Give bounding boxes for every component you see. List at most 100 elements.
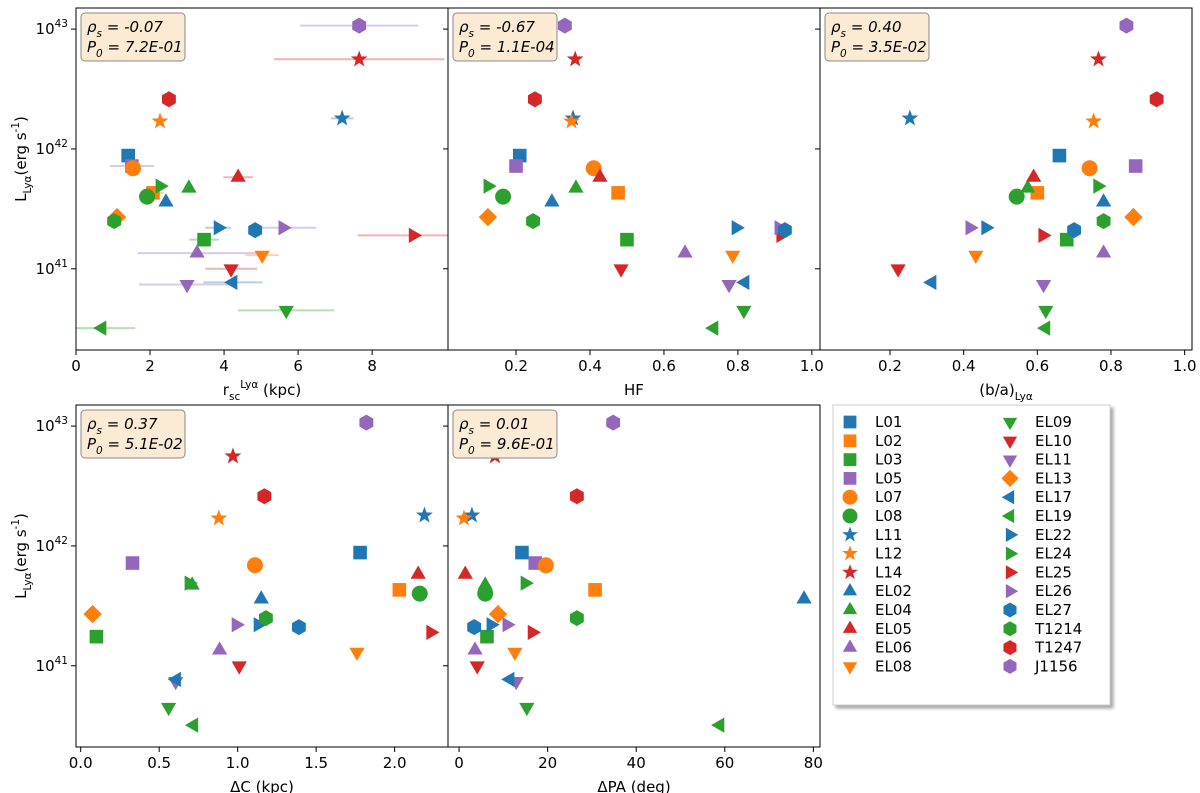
legend-marker — [1001, 469, 1019, 488]
data-point — [463, 506, 481, 523]
data-point — [181, 179, 197, 193]
data-point — [411, 585, 428, 602]
legend-marker — [1002, 417, 1018, 431]
stats-text: ρs = 0.01 — [459, 415, 530, 437]
data-point — [231, 661, 247, 675]
data-point — [527, 624, 541, 640]
data-point — [544, 193, 560, 207]
data-point — [968, 250, 984, 264]
legend-label: EL24 — [1035, 545, 1072, 563]
data-point — [620, 232, 634, 247]
data-point — [333, 109, 351, 126]
data-point — [161, 91, 176, 108]
legend-marker — [1003, 602, 1017, 618]
data-point — [155, 178, 169, 194]
data-point — [253, 590, 269, 604]
x-tick-label: 0 — [454, 754, 464, 772]
legend-marker — [842, 620, 858, 633]
data-point — [585, 160, 602, 177]
legend-marker — [842, 662, 858, 675]
data-point — [606, 414, 621, 431]
legend-marker — [842, 508, 858, 524]
legend-label: T1214 — [1034, 620, 1082, 638]
stats-box-bg — [452, 409, 558, 459]
x-tick-label: 0.2 — [878, 357, 902, 375]
data-point — [501, 671, 515, 687]
x-tick-label: 0.5 — [147, 754, 171, 772]
data-point — [349, 647, 365, 661]
data-point — [1081, 160, 1098, 177]
y-tick-label: 1043 — [36, 18, 68, 38]
legend-marker — [842, 601, 858, 615]
data-point — [467, 619, 482, 636]
legend-label: EL04 — [875, 601, 912, 619]
data-point — [257, 488, 272, 505]
data-point — [515, 545, 529, 560]
legend-marker — [1005, 527, 1019, 542]
legend-marker — [1003, 621, 1017, 637]
data-point — [426, 624, 440, 640]
stats-text: P0 = 7.2E-01 — [87, 38, 183, 60]
data-point — [278, 305, 294, 320]
legend-marker — [1005, 565, 1019, 580]
data-point — [725, 250, 741, 264]
data-point — [1095, 244, 1112, 258]
data-point — [796, 590, 812, 604]
stats-text: P0 = 5.1E-02 — [87, 435, 183, 457]
data-point — [488, 604, 508, 624]
y-tick-label: 1041 — [36, 258, 68, 278]
x-tick-label: 1.5 — [304, 754, 328, 772]
data-point — [408, 227, 423, 243]
legend-marker — [1001, 490, 1015, 505]
y-tick-label: 1042 — [36, 535, 68, 555]
data-point — [352, 17, 367, 34]
data-point — [1090, 50, 1107, 67]
x-tick-label: 0.2 — [504, 357, 528, 375]
axes-frame — [819, 7, 1193, 351]
data-point — [1026, 168, 1042, 182]
legend-marker — [842, 564, 858, 580]
data-point — [1035, 280, 1052, 294]
legend-box — [832, 404, 1111, 706]
data-point — [1052, 148, 1067, 163]
x-tick-label: 0.6 — [652, 357, 676, 375]
legend-label: L03 — [875, 451, 902, 469]
legend-marker — [1002, 455, 1018, 468]
data-point — [353, 545, 367, 560]
legend-marker — [1005, 546, 1019, 561]
stats-text: ρs = -0.07 — [87, 18, 163, 40]
data-point — [519, 702, 535, 717]
x-tick-label: 1.0 — [226, 754, 250, 772]
data-point — [890, 264, 906, 278]
legend-marker — [842, 526, 858, 542]
legend-label: EL26 — [1035, 582, 1072, 600]
x-tick-label: 60 — [715, 754, 734, 772]
y-axis-label: LLyα(erg s-1) — [10, 513, 34, 599]
legend-label: L05 — [875, 469, 902, 487]
legend-label: EL13 — [1035, 469, 1072, 487]
data-point — [1085, 112, 1103, 129]
data-point — [568, 179, 584, 193]
x-tick-label: 0.4 — [952, 357, 976, 375]
x-tick-label: 0.0 — [69, 754, 93, 772]
data-point — [213, 220, 227, 236]
legend-label: EL08 — [875, 657, 912, 675]
data-point — [158, 193, 174, 207]
x-tick-label: 0.8 — [726, 357, 750, 375]
data-point — [83, 604, 102, 624]
stats-box-bg — [80, 409, 186, 459]
data-point — [512, 148, 527, 163]
legend-label: EL25 — [1035, 563, 1072, 581]
data-point — [151, 112, 169, 129]
y-tick-label: 1043 — [36, 415, 68, 435]
data-point — [179, 280, 195, 294]
data-point — [189, 244, 205, 258]
data-point — [184, 575, 198, 591]
data-point — [93, 320, 107, 336]
x-tick-label: 2 — [145, 357, 155, 375]
data-point — [1020, 179, 1036, 193]
x-tick-label: 0.4 — [578, 357, 602, 375]
legend-label: EL05 — [875, 620, 912, 638]
data-point — [613, 264, 629, 278]
